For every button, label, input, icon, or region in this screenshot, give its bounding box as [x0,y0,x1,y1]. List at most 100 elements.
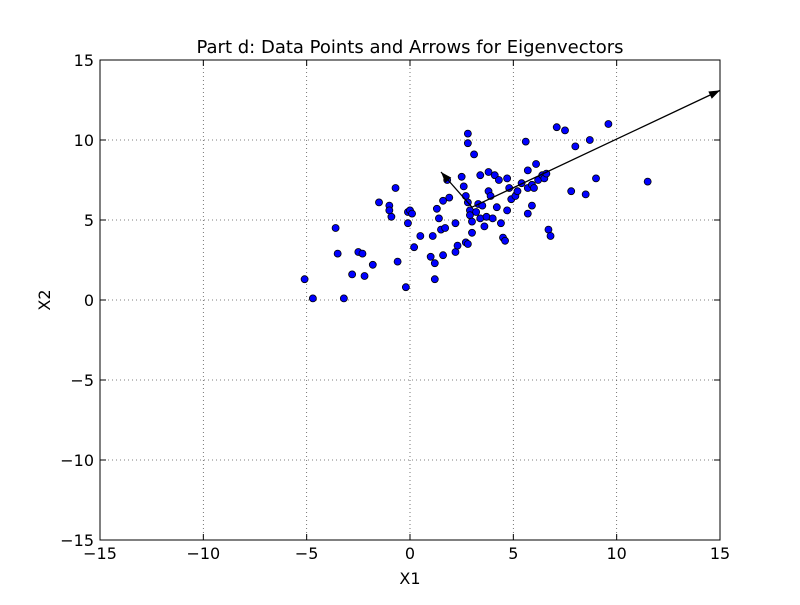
data-point [561,126,569,135]
data-point [410,243,419,252]
data-point [404,219,412,228]
data-point [339,294,348,303]
y-tick-label: −15 [60,531,94,550]
eigenvector-arrow [471,89,721,208]
data-point [308,294,317,303]
data-point [503,206,512,215]
data-point [484,168,493,176]
data-point [300,275,309,284]
data-point [567,187,576,196]
data-point [387,212,396,221]
data-point [523,209,532,218]
data-point [348,270,357,279]
x-tick-label: 15 [710,544,730,563]
data-point [523,166,532,175]
data-point [430,275,439,284]
data-point [391,184,400,192]
x-tick-labels: −15 −10 −5 0 5 10 15 [83,544,730,563]
data-point [461,192,470,200]
data-point [643,177,652,186]
data-point [480,222,489,231]
data-point [476,171,485,180]
data-point [435,214,443,223]
data-point [494,176,503,184]
data-point [604,120,613,128]
arrow-head [441,172,452,183]
data-point [571,142,580,151]
data-point [497,219,505,228]
data-point [375,198,383,207]
y-axis-label: X2 [35,289,54,310]
data-point [333,249,342,258]
data-point [546,232,555,240]
x-tick-label: −15 [83,544,117,563]
data-point [513,187,522,196]
data-point [457,172,466,181]
arrow-head [708,90,720,99]
data-point [331,224,340,232]
data-point [468,217,476,226]
x-tick-label: 10 [606,544,626,563]
x-axis-label: X1 [399,569,420,588]
data-point [544,225,553,234]
data-point [445,193,454,202]
data-point [428,232,437,240]
x-tick-label: −5 [295,544,319,563]
data-point [358,249,367,258]
grid-lines [100,60,720,540]
data-point [472,208,481,216]
data-point [592,174,600,183]
data-point [459,182,468,191]
data-point [552,123,561,132]
data-point [451,248,460,256]
data-point [430,259,439,268]
y-tick-label: 0 [84,291,94,310]
data-point [393,257,402,266]
x-tick-label: 0 [405,544,415,563]
data-point [488,214,497,223]
data-point [416,232,425,240]
data-point [581,190,590,199]
data-point [528,201,536,210]
data-point [441,224,450,232]
y-tick-label: −10 [60,451,94,470]
data-point [468,228,476,237]
data-point [463,240,472,248]
data-point [451,219,460,228]
y-tick-label: −5 [70,371,94,390]
data-point [521,137,530,146]
data-point [360,272,369,280]
data-point [439,251,447,260]
data-point [432,204,441,213]
data-point [401,283,410,292]
data-point [426,252,435,261]
data-point [463,129,472,138]
data-point [368,260,377,269]
chart-title: Part d: Data Points and Arrows for Eigen… [196,37,623,58]
arrow-shaft [471,89,721,208]
x-tick-label: −10 [186,544,220,563]
data-point [492,203,501,212]
data-point [385,206,394,215]
eigenvector-arrows [440,89,721,208]
data-points [300,120,652,303]
data-point [585,136,594,144]
data-point [408,209,416,218]
data-point [530,184,538,192]
data-point [501,236,509,245]
x-tick-label: 5 [508,544,518,563]
y-tick-labels: −15 −10 −5 0 5 10 15 [60,51,94,550]
eigenvector-arrow [440,171,473,208]
axis-ticks [99,59,721,541]
y-tick-label: 15 [74,51,94,70]
data-point [463,139,472,148]
data-point [532,160,540,168]
data-point [470,150,478,159]
data-point [503,174,512,183]
y-tick-label: 5 [84,211,94,230]
data-point [439,196,447,205]
data-point [453,241,462,250]
y-tick-label: 10 [74,131,94,150]
